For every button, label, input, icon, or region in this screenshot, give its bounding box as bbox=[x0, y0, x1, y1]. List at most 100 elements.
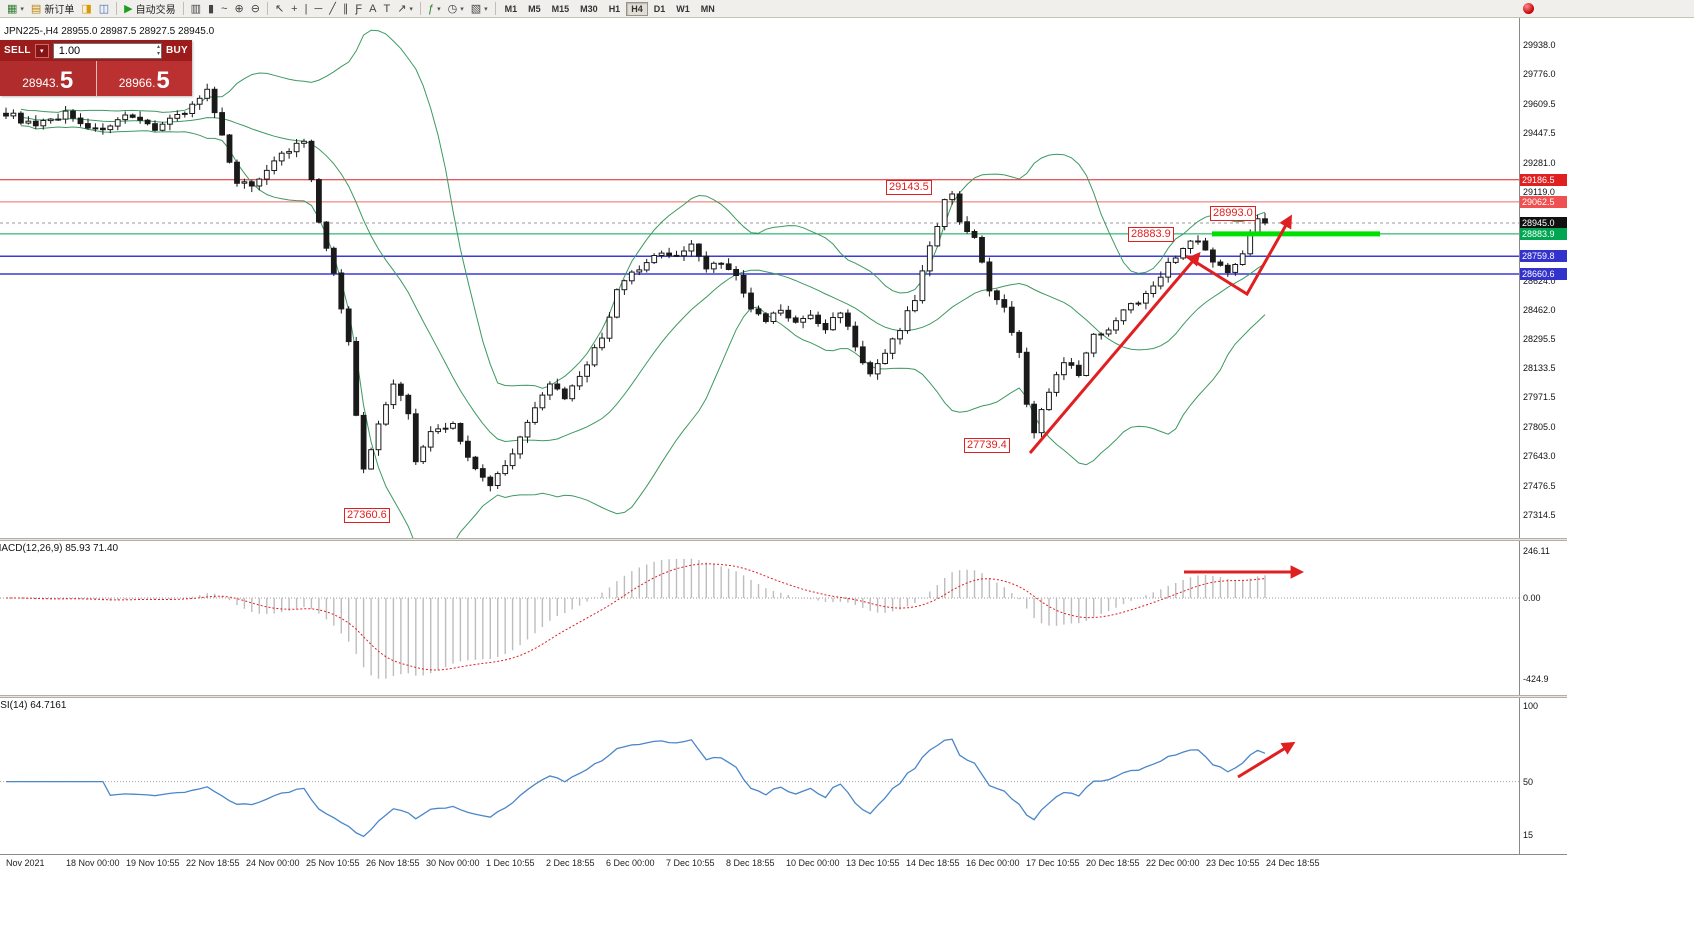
templates-dropdown-icon[interactable]: ▾ bbox=[484, 5, 488, 13]
macd-tick: -424.9 bbox=[1523, 674, 1549, 684]
volume-input[interactable] bbox=[52, 42, 162, 59]
time-axis[interactable]: Nov 2021 18 Nov 00:00 19 Nov 10:55 22 Nov 1… bbox=[0, 854, 1567, 872]
price-tick: 28462.0 bbox=[1523, 305, 1556, 315]
time-label: 25 Nov 10:55 bbox=[306, 858, 360, 868]
vertical-line-button[interactable]: | bbox=[302, 1, 311, 17]
sell-button[interactable]: 28943. 5 bbox=[0, 61, 97, 96]
volume-spinner[interactable]: ▴ ▾ bbox=[157, 44, 160, 58]
spinner-up-icon[interactable]: ▴ bbox=[156, 43, 160, 50]
price-annotation[interactable]: 27360.6 bbox=[344, 508, 390, 523]
new-order-button[interactable]: ▤ 新订单 bbox=[28, 1, 77, 17]
time-label: 26 Nov 18:55 bbox=[366, 858, 420, 868]
new-chart-dropdown-icon[interactable]: ▾ bbox=[20, 5, 24, 13]
time-label: 19 Nov 10:55 bbox=[126, 858, 180, 868]
navigator-button[interactable]: ◫ bbox=[96, 1, 112, 17]
zoom-in-icon: ⊕ bbox=[234, 2, 244, 15]
price-annotation[interactable]: 28993.0 bbox=[1210, 206, 1256, 221]
price-tick: 28295.5 bbox=[1523, 334, 1556, 344]
cursor-button[interactable]: ↖ bbox=[272, 1, 287, 17]
macd-tick: 0.00 bbox=[1523, 593, 1541, 603]
arrows-dropdown-icon[interactable]: ▾ bbox=[409, 5, 413, 13]
text-label-icon: T bbox=[383, 2, 391, 15]
toolbar-separator bbox=[116, 2, 118, 15]
time-label: Nov 2021 bbox=[6, 858, 45, 868]
price-tick: 29776.0 bbox=[1523, 69, 1556, 79]
price-tick: 29609.5 bbox=[1523, 99, 1556, 109]
time-label: 30 Nov 00:00 bbox=[426, 858, 480, 868]
cursor-icon: ↖ bbox=[274, 2, 285, 15]
buy-button[interactable]: 28966. 5 bbox=[96, 61, 192, 96]
price-tick: 29281.0 bbox=[1523, 158, 1556, 168]
timeframe-h1-button[interactable]: H1 bbox=[608, 3, 621, 14]
candlestick-chart-button[interactable]: ▮ bbox=[205, 1, 217, 17]
crosshair-icon: + bbox=[291, 2, 298, 15]
time-label: 22 Nov 18:55 bbox=[186, 858, 240, 868]
order-type-dropdown[interactable]: ▾ bbox=[34, 43, 49, 58]
price-chart[interactable] bbox=[0, 18, 1519, 538]
timeframe-m5-button[interactable]: M5 bbox=[528, 3, 541, 14]
one-click-header: SELL ▾ ▴▾ BUY bbox=[0, 40, 192, 61]
horizontal-line-button[interactable]: ─ bbox=[311, 1, 325, 17]
periods-button[interactable]: ◷ ▾ bbox=[445, 1, 467, 17]
templates-button[interactable]: ▧ ▾ bbox=[468, 1, 491, 17]
price-tick: 28624.0 bbox=[1523, 276, 1556, 286]
time-label: 22 Dec 00:00 bbox=[1146, 858, 1200, 868]
crosshair-button[interactable]: + bbox=[288, 1, 300, 17]
timeframe-d1-button[interactable]: D1 bbox=[653, 3, 666, 14]
indicators-icon: ƒ bbox=[427, 2, 435, 15]
pane-divider[interactable] bbox=[0, 695, 1567, 698]
sell-price: 28943. bbox=[22, 76, 59, 90]
rsi-pane: RSI(14) 64.7161 100 50 15 bbox=[0, 698, 1567, 854]
sell-tab[interactable]: SELL bbox=[4, 45, 31, 56]
time-label: 1 Dec 10:55 bbox=[486, 858, 535, 868]
zoom-out-icon: ⊖ bbox=[250, 2, 260, 15]
fibonacci-icon: Ƒ bbox=[355, 2, 363, 15]
timeframe-m30-button[interactable]: M30 bbox=[580, 3, 598, 14]
zoom-in-button[interactable]: ⊕ bbox=[232, 1, 247, 17]
time-label: 23 Dec 10:55 bbox=[1206, 858, 1260, 868]
text-label-button[interactable]: T bbox=[380, 1, 393, 17]
price-annotation[interactable]: 27739.4 bbox=[964, 438, 1010, 453]
timeframe-mn-button[interactable]: MN bbox=[700, 3, 715, 14]
periods-dropdown-icon[interactable]: ▾ bbox=[460, 5, 464, 13]
macd-axis: 246.11 0.00 -424.9 bbox=[1519, 541, 1567, 695]
macd-chart[interactable] bbox=[0, 541, 1519, 693]
one-click-trading-panel: SELL ▾ ▴▾ BUY 28943.5 28966.5 bbox=[0, 40, 192, 96]
new-chart-button[interactable]: ▦ ▾ bbox=[4, 1, 27, 17]
bar-chart-button[interactable]: ▥ bbox=[188, 1, 204, 17]
price-annotation[interactable]: 28883.9 bbox=[1128, 227, 1174, 242]
timeframe-m1-button[interactable]: M1 bbox=[504, 3, 518, 14]
zoom-out-button[interactable]: ⊖ bbox=[248, 1, 263, 17]
rsi-chart[interactable] bbox=[0, 698, 1519, 850]
auto-trading-button[interactable]: ▶ 自动交易 bbox=[121, 1, 178, 17]
price-annotation[interactable]: 29143.5 bbox=[886, 180, 932, 195]
sell-price-big-digit: 5 bbox=[59, 67, 74, 94]
timeframe-w1-button[interactable]: W1 bbox=[676, 3, 690, 14]
chart-window: JPN225-,H4 28955.0 28987.5 28927.5 28945… bbox=[0, 18, 1567, 872]
rsi-axis: 100 50 15 bbox=[1519, 698, 1567, 854]
spinner-down-icon[interactable]: ▾ bbox=[156, 50, 160, 57]
price-axis: 29938.0 29776.0 29609.5 29447.5 29281.0 29119… bbox=[1519, 18, 1567, 538]
timeframe-m15-button[interactable]: M15 bbox=[551, 3, 570, 14]
indicators-dropdown-icon[interactable]: ▾ bbox=[437, 5, 441, 13]
price-level-label: 28945.0 bbox=[1520, 217, 1567, 229]
market-watch-button[interactable]: ◨ bbox=[78, 1, 94, 17]
new-order-label: 新订单 bbox=[44, 5, 75, 16]
equidistant-channel-button[interactable]: ∥ bbox=[340, 1, 352, 17]
trendline-button[interactable]: ╱ bbox=[326, 1, 339, 17]
time-label: 24 Nov 00:00 bbox=[246, 858, 300, 868]
buy-price-big-digit: 5 bbox=[156, 67, 170, 94]
macd-label: MACD(12,26,9) 85.93 71.40 bbox=[0, 543, 119, 554]
price-pane: JPN225-,H4 28955.0 28987.5 28927.5 28945… bbox=[0, 18, 1567, 538]
fibonacci-button[interactable]: Ƒ bbox=[352, 1, 365, 17]
price-tick: 29938.0 bbox=[1523, 40, 1556, 50]
arrows-button[interactable]: ↗ ▾ bbox=[394, 1, 416, 17]
pane-divider[interactable] bbox=[0, 538, 1567, 541]
horizontal-line-icon: ─ bbox=[314, 2, 323, 15]
text-button[interactable]: A bbox=[366, 1, 379, 17]
line-chart-button[interactable]: ~ bbox=[218, 1, 230, 17]
indicators-button[interactable]: ƒ ▾ bbox=[425, 1, 444, 17]
buy-tab[interactable]: BUY bbox=[165, 45, 188, 56]
price-tick: 27805.0 bbox=[1523, 422, 1556, 432]
timeframe-h4-button[interactable]: H4 bbox=[626, 1, 648, 16]
